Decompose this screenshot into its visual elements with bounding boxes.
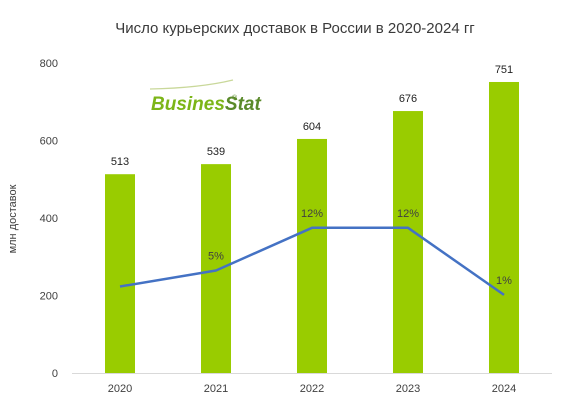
bars	[105, 81, 519, 374]
logo-swoosh	[149, 79, 234, 90]
bar-value-label: 513	[111, 156, 129, 168]
bar	[393, 111, 423, 374]
logo-registered-mark: ®	[232, 94, 238, 102]
bar-value-label: 676	[399, 93, 417, 105]
logo-text-part2: Stat	[225, 94, 262, 115]
bar	[105, 174, 135, 373]
growth-pct-label: 1%	[496, 275, 512, 287]
x-tick-label: 2024	[492, 383, 516, 395]
bar	[489, 81, 519, 374]
y-axis-label: млн доставок	[7, 184, 19, 253]
y-tick-label: 200	[40, 291, 58, 303]
y-tick-label: 800	[40, 58, 58, 70]
chart-title: Число курьерских доставок в России в 202…	[115, 20, 475, 37]
logo: BusinesStat ®	[149, 79, 261, 115]
y-tick-label: 0	[52, 368, 58, 380]
growth-line-path	[119, 226, 505, 296]
x-tick-label: 2023	[396, 383, 420, 395]
logo-text-part1: Busines	[151, 94, 225, 115]
y-ticks: 0 200 400 600 800	[40, 58, 58, 380]
svg-text:BusinesStat: BusinesStat	[151, 94, 261, 115]
x-tick-label: 2022	[300, 383, 324, 395]
x-tick-label: 2020	[108, 383, 132, 395]
bar	[201, 164, 231, 373]
data-labels: 513 539 604 676 751 5% 12% 12% 1%	[111, 64, 513, 287]
x-ticks: 2020 2021 2022 2023 2024	[108, 383, 516, 395]
y-tick-label: 400	[40, 213, 58, 225]
growth-pct-label: 12%	[397, 208, 419, 220]
bar	[297, 138, 327, 373]
x-tick-label: 2021	[204, 383, 228, 395]
growth-pct-label: 12%	[301, 208, 323, 220]
growth-line	[119, 226, 505, 296]
y-tick-label: 600	[40, 136, 58, 148]
growth-pct-label: 5%	[208, 251, 224, 263]
bar-value-label: 604	[303, 121, 321, 133]
bar-value-label: 539	[207, 146, 225, 158]
bar-value-label: 751	[495, 64, 513, 76]
